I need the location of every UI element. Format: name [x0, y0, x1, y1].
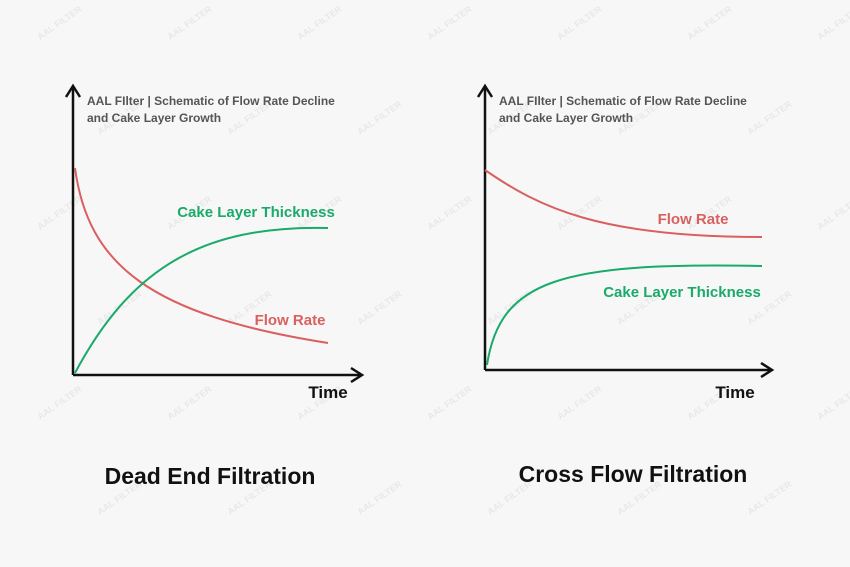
watermark: AAL FILTER: [815, 384, 850, 422]
x-arrow: [350, 366, 365, 384]
x-arrow: [760, 361, 775, 379]
subtitle: and Cake Layer Growth: [87, 111, 221, 125]
watermark: AAL FILTER: [35, 384, 83, 422]
flow-curve: [74, 167, 329, 344]
flow-label: Flow Rate: [255, 312, 326, 329]
watermark: AAL FILTER: [165, 4, 213, 42]
watermark: AAL FILTER: [35, 194, 83, 232]
watermark: AAL FILTER: [815, 4, 850, 42]
watermark: AAL FILTER: [685, 4, 733, 42]
x-label: Time: [308, 383, 347, 402]
subtitle: AAL FIlter | Schematic of Flow Rate Decl…: [87, 94, 335, 108]
watermark: AAL FILTER: [425, 384, 473, 422]
flow-label: Flow Rate: [658, 211, 729, 228]
y-arrow: [64, 83, 82, 98]
watermark: AAL FILTER: [555, 4, 603, 42]
watermark: AAL FILTER: [815, 194, 850, 232]
watermarks: AAL FILTER AAL FILTER AAL FILTER AAL FILTER…: [35, 4, 850, 517]
watermark: AAL FILTER: [555, 384, 603, 422]
watermark: AAL FILTER: [165, 384, 213, 422]
cake-curve: [74, 226, 329, 374]
subtitle: and Cake Layer Growth: [499, 111, 633, 125]
watermark: AAL FILTER: [425, 194, 473, 232]
watermark: AAL FILTER: [355, 289, 403, 327]
cake-label: Cake Layer Thickness: [177, 204, 335, 221]
caption: Dead End Filtration: [105, 463, 316, 489]
watermark: AAL FILTER: [295, 4, 343, 42]
dead-end-panel: AAL FIlter | Schematic of Flow Rate Decl…: [64, 83, 365, 489]
caption: Cross Flow Filtration: [519, 461, 748, 487]
cake-curve: [486, 264, 763, 366]
cake-label: Cake Layer Thickness: [603, 284, 761, 301]
watermark: AAL FILTER: [425, 4, 473, 42]
y-arrow: [476, 83, 494, 98]
watermark: AAL FILTER: [555, 194, 603, 232]
watermark: AAL FILTER: [745, 99, 793, 137]
subtitle: AAL FIlter | Schematic of Flow Rate Decl…: [499, 94, 747, 108]
watermark: AAL FILTER: [355, 479, 403, 517]
cross-flow-panel: AAL FIlter | Schematic of Flow Rate Decl…: [476, 83, 775, 487]
x-label: Time: [715, 383, 754, 402]
watermark: AAL FILTER: [355, 99, 403, 137]
watermark: AAL FILTER: [35, 4, 83, 42]
watermark: AAL FILTER: [745, 479, 793, 517]
flow-curve: [484, 169, 763, 238]
